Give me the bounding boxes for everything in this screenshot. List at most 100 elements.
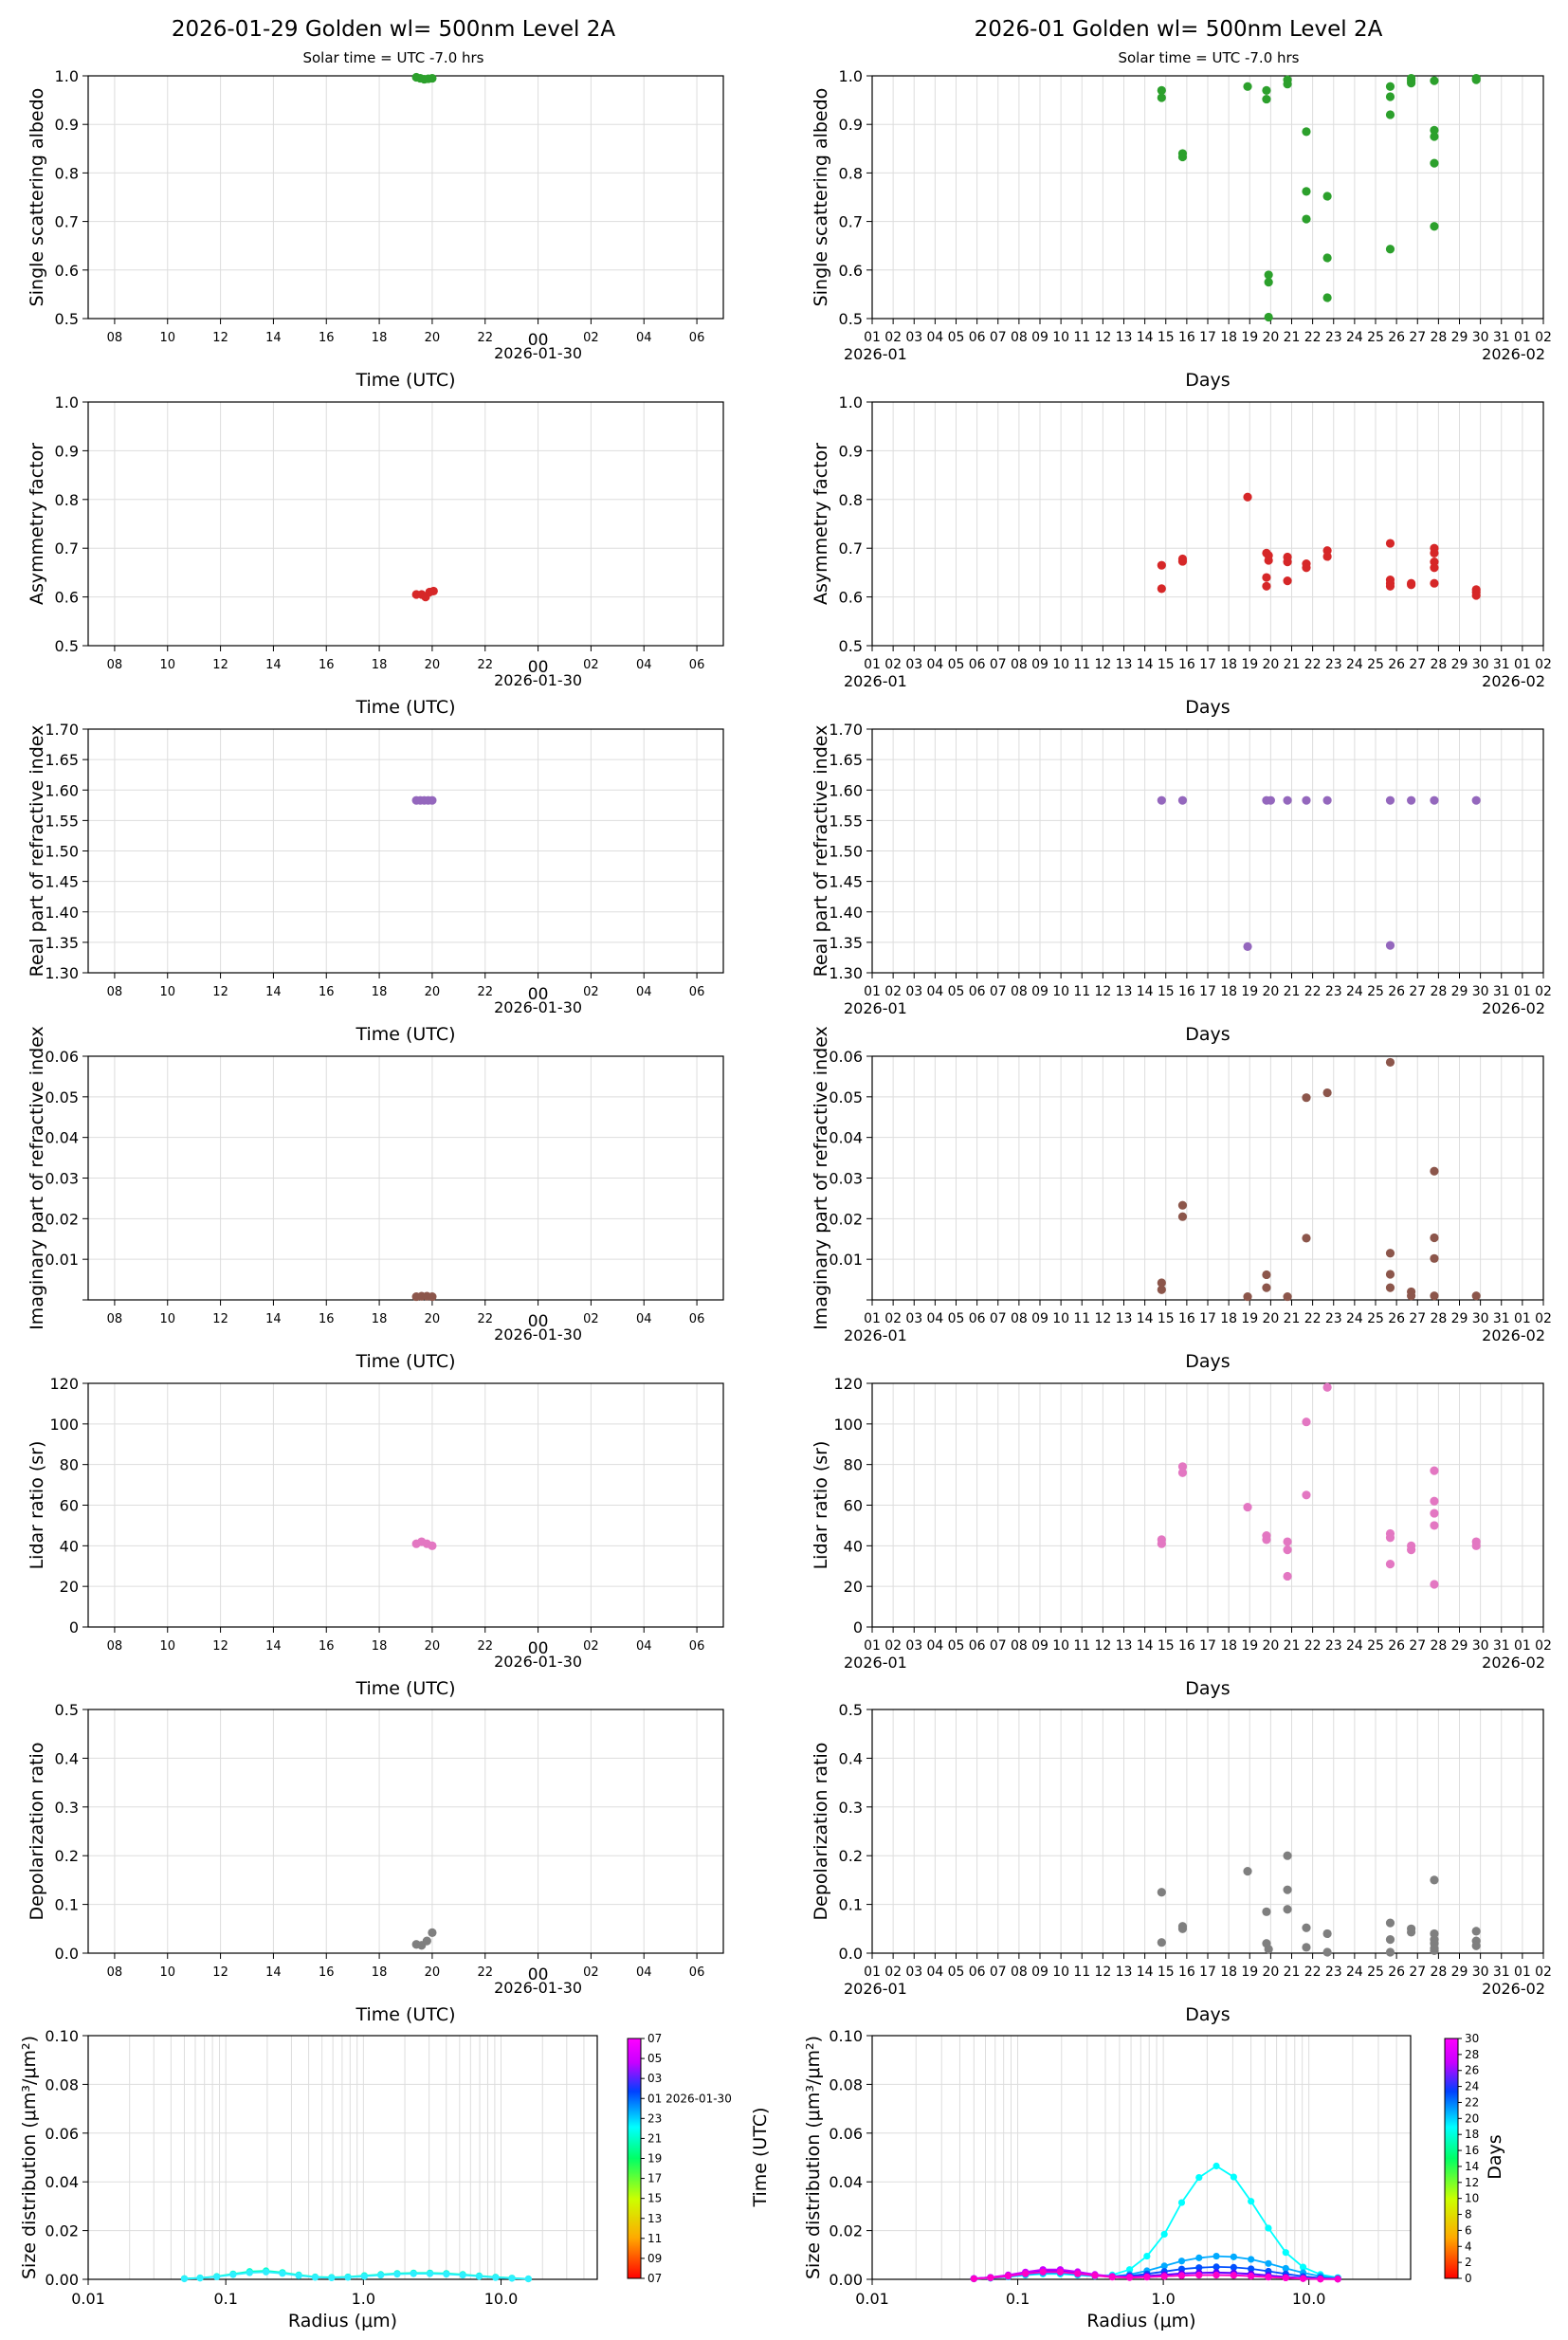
- left-lidar-ytick-label: 80: [60, 1456, 79, 1474]
- left-imag-xtick-label: 04: [636, 1312, 652, 1326]
- right-psd-xtick-label: 1.0: [1151, 2290, 1175, 2308]
- left-depol-panel: 0.0 0.1 0.2 0.3 0.4 0.5 08 10 12 14 16 18 20 22 00 02 04…: [27, 1701, 724, 2025]
- right-ssa-frame: [871, 75, 1544, 320]
- left-ssa-ytick-label: 0.6: [55, 262, 79, 280]
- right-lidar-point: [1283, 1537, 1292, 1546]
- right-ssa-ytick-label: 0.6: [839, 262, 863, 280]
- right-depol-xtick-label: 21: [1284, 1965, 1301, 1980]
- left-lidar-ylabel: Lidar ratio (sr): [27, 1441, 47, 1570]
- right-lidar-xtick-label: 05: [948, 1638, 965, 1654]
- left-lidar-ytick-label: 60: [60, 1497, 79, 1515]
- right-lidar-ytick-label: 120: [833, 1375, 863, 1393]
- right-lidar-xtick-label: 11: [1073, 1638, 1090, 1654]
- left-ssa-xtick-label: 16: [319, 331, 335, 345]
- right-psd-series-point: [1143, 2274, 1151, 2281]
- right-imag-xtick-label: 05: [948, 1311, 965, 1326]
- right-ssa-point: [1430, 158, 1439, 168]
- right-depol-xtick-label: 29: [1451, 1965, 1468, 1980]
- right-depol-ytick-label: 0.1: [839, 1896, 863, 1914]
- left-lidar-point: [428, 1541, 437, 1550]
- right-psd-series-point: [1091, 2272, 1099, 2279]
- right-psd-series-point: [1160, 2230, 1168, 2239]
- right-imag-point: [1385, 1057, 1395, 1068]
- right-ssa-xtick-label: 09: [1031, 330, 1048, 345]
- left-lidar-xtick-label: 02: [583, 1639, 599, 1654]
- plots-layer: 0.50.60.70.80.91.008 10 12 14 16 18 20 22 00 02 04…: [19, 67, 1552, 2331]
- right-imag-xtick-label: 31: [1493, 1311, 1510, 1326]
- left-psd-series-point: [360, 2273, 368, 2280]
- right-asym-ytick-label: 0.9: [839, 442, 863, 460]
- left-ssa-point: [428, 73, 437, 83]
- right-psd-series-point: [1299, 2275, 1307, 2282]
- right-imag-xtick-label: 11: [1073, 1311, 1090, 1326]
- right-asym-xtick-label: 29: [1451, 657, 1468, 672]
- left-asym-point: [428, 586, 438, 596]
- right-imag-ytick-label: 0.02: [829, 1210, 863, 1228]
- right-real-xtick-label: 17: [1199, 984, 1216, 999]
- left-real-frame: [87, 728, 724, 974]
- right-real-xtick-label: 10: [1052, 984, 1069, 999]
- left-ssa-xtick-label: 18: [372, 331, 388, 345]
- left-psd-series-point: [492, 2274, 500, 2281]
- right-psd-series-point: [1212, 2162, 1220, 2170]
- right-ssa-xtick-label: 02: [1535, 330, 1552, 345]
- left-real-ytick-label: 1.60: [45, 781, 79, 799]
- right-real-xtick-label: 24: [1346, 984, 1363, 999]
- right-real-xtick-label: 14: [1137, 984, 1154, 999]
- right-lidar-point: [1177, 1462, 1188, 1472]
- right-imag-point: [1302, 1234, 1311, 1243]
- right-asym-xtick-label: 03: [905, 657, 922, 672]
- right-depol-xtick-label: 04: [926, 1965, 943, 1980]
- right-imag-xend-label: 2026-02: [1482, 1326, 1545, 1344]
- right-ssa-xtick-label: 17: [1199, 330, 1216, 345]
- right-depol-xtick-label: 05: [948, 1965, 965, 1980]
- left-ssa-xtick-label: 14: [265, 331, 282, 345]
- right-psd-series-point: [1125, 2274, 1134, 2281]
- right-ssa-point: [1283, 80, 1292, 89]
- left-real-point: [428, 795, 437, 805]
- left-lidar-ytick-label: 0: [69, 1618, 79, 1636]
- left-depol-xsublabel: 2026-01-30: [494, 1979, 582, 1997]
- right-lidar-point: [1283, 1571, 1292, 1581]
- right-real-ytick-label: 1.50: [829, 843, 863, 861]
- right-depol-point: [1302, 1943, 1311, 1952]
- right-imag-ytick-label: 0.06: [829, 1048, 863, 1066]
- right-asym-panel: 0.50.60.70.80.91.001 02 03 04 05 06 07 08 09 10 11…: [811, 393, 1552, 718]
- right-psd-series-point: [1282, 2249, 1289, 2257]
- right-depol-point: [1302, 1923, 1311, 1932]
- right-lidar-xtick-label: 28: [1430, 1638, 1447, 1654]
- right-ssa-point: [1322, 293, 1332, 302]
- left-psd-colorbar-label: Time (UTC): [750, 2107, 771, 2207]
- right-imag-point: [1430, 1291, 1439, 1301]
- right-psd-series-point: [1195, 2264, 1203, 2272]
- right-imag-ylabel: Imaginary part of refractive index: [811, 1026, 831, 1330]
- right-lidar-ytick-label: 20: [844, 1578, 863, 1596]
- right-lidar-xtick-label: 23: [1325, 1638, 1342, 1654]
- left-psd-colorbar-tick-label: 01 2026-01-30: [647, 2092, 732, 2105]
- right-ssa-xtick-label: 29: [1451, 330, 1468, 345]
- left-lidar-xtick-label: 06: [689, 1639, 705, 1654]
- right-psd-series-point: [1177, 2258, 1186, 2265]
- left-depol-xtick-label: 20: [425, 1965, 441, 1980]
- left-real-ytick-label: 1.40: [45, 904, 79, 922]
- right-imag-xtick-label: 12: [1094, 1311, 1111, 1326]
- right-real-xtick-label: 05: [948, 984, 965, 999]
- left-figure-subtitle: Solar time = UTC -7.0 hrs: [302, 49, 483, 66]
- right-asym-point: [1407, 580, 1416, 590]
- left-depol-ytick-label: 0.0: [55, 1945, 79, 1963]
- right-real-point: [1471, 795, 1481, 805]
- right-lidar-frame: [871, 1382, 1544, 1628]
- left-ssa-xsublabel: 2026-01-30: [494, 344, 582, 362]
- right-imag-xtick-label: 22: [1304, 1311, 1322, 1326]
- right-real-ytick-label: 1.45: [829, 873, 863, 891]
- right-depol-xtick-label: 30: [1472, 1965, 1489, 1980]
- right-real-ylabel: Real part of refractive index: [811, 725, 831, 978]
- left-depol-xtick-label: 10: [159, 1965, 175, 1980]
- right-psd-series-line: [974, 2165, 1339, 2280]
- right-asym-point: [1385, 581, 1395, 591]
- left-asym-ytick-label: 0.8: [55, 491, 79, 509]
- right-lidar-xtick-label: 29: [1451, 1638, 1468, 1654]
- right-psd-series-point: [1004, 2273, 1012, 2280]
- right-depol-point: [1243, 1867, 1252, 1876]
- right-imag-xtick-label: 08: [1011, 1311, 1028, 1326]
